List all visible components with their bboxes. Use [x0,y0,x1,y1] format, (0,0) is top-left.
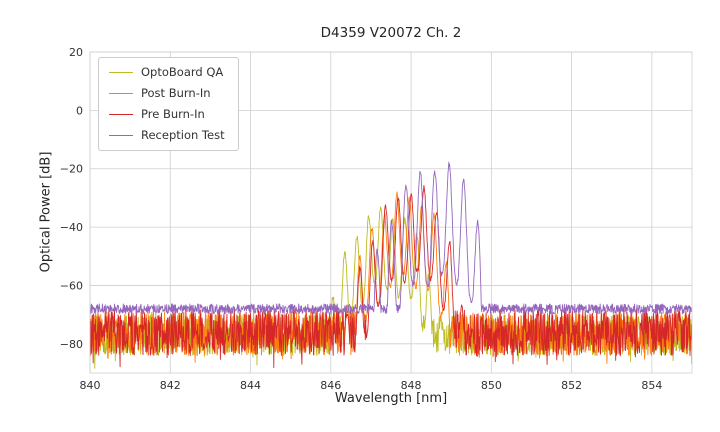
legend-item: OptoBoard QA [109,66,225,79]
series-line-reception-test [90,161,692,315]
y-tick-label: −20 [60,163,83,176]
legend-swatch [109,72,133,73]
y-tick-label: −60 [60,279,83,292]
x-tick-label: 852 [561,379,582,392]
x-tick-label: 848 [401,379,422,392]
legend-label: OptoBoard QA [141,65,224,79]
legend-label: Pre Burn-In [141,107,205,121]
x-tick-label: 840 [80,379,101,392]
chart-title: D4359 V20072 Ch. 2 [320,25,462,41]
y-tick-label: −80 [60,338,83,351]
legend-label: Post Burn-In [141,86,211,100]
x-tick-label: 846 [320,379,341,392]
y-tick-label: 0 [76,104,83,117]
y-tick-label: 20 [69,46,83,59]
x-axis-label: Wavelength [nm] [334,391,448,406]
x-tick-label: 850 [481,379,502,392]
legend-swatch [109,93,133,94]
legend-label: Reception Test [141,128,225,142]
x-tick-label: 854 [641,379,662,392]
y-axis-label: Optical Power [dB] [38,151,54,273]
x-tick-label: 844 [240,379,261,392]
legend-swatch [109,135,133,136]
legend-item: Pre Burn-In [109,108,225,121]
legend-swatch [109,114,133,115]
series-line-pre-burn-in [90,184,692,369]
legend: OptoBoard QA Post Burn-In Pre Burn-In Recep… [98,57,239,151]
legend-item: Post Burn-In [109,87,225,100]
legend-item: Reception Test [109,129,225,142]
plot-border [89,51,693,374]
x-tick-label: 842 [160,379,181,392]
y-tick-label: −40 [60,221,83,234]
